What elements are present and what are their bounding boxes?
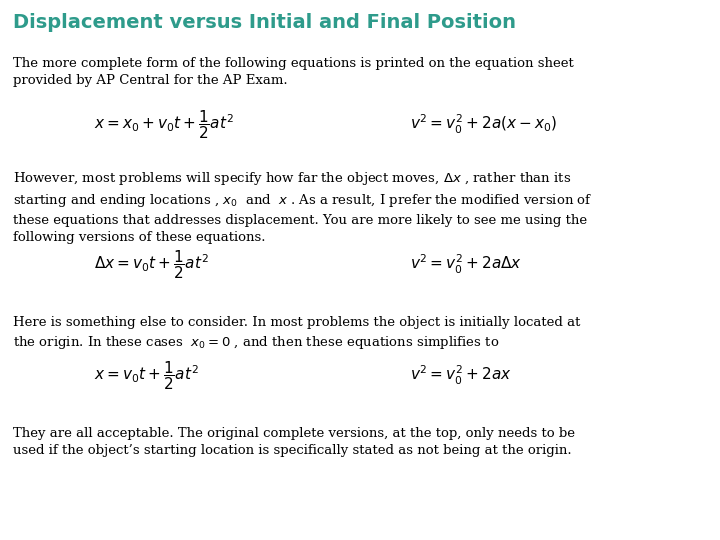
Text: $v^2 = v_0^2 + 2a\Delta x$: $v^2 = v_0^2 + 2a\Delta x$ (410, 253, 523, 276)
Text: $x = v_0t + \dfrac{1}{2}at^2$: $x = v_0t + \dfrac{1}{2}at^2$ (94, 359, 199, 392)
Text: Here is something else to consider. In most problems the object is initially loc: Here is something else to consider. In m… (13, 316, 580, 352)
Text: Displacement versus Initial and Final Position: Displacement versus Initial and Final Po… (13, 14, 516, 32)
Text: The more complete form of the following equations is printed on the equation she: The more complete form of the following … (13, 57, 574, 87)
Text: They are all acceptable. The original complete versions, at the top, only needs : They are all acceptable. The original co… (13, 427, 575, 457)
Text: $v^2 = v_0^2 + 2a\left(x - x_0\right)$: $v^2 = v_0^2 + 2a\left(x - x_0\right)$ (410, 113, 557, 136)
Text: $x = x_0 + v_0t + \dfrac{1}{2}at^2$: $x = x_0 + v_0t + \dfrac{1}{2}at^2$ (94, 108, 233, 140)
Text: $v^2 = v_0^2 + 2ax$: $v^2 = v_0^2 + 2ax$ (410, 364, 512, 387)
Text: However, most problems will specify how far the object moves, $\Delta x$ , rathe: However, most problems will specify how … (13, 170, 593, 245)
Text: $\Delta x = v_0t + \dfrac{1}{2}at^2$: $\Delta x = v_0t + \dfrac{1}{2}at^2$ (94, 248, 209, 281)
